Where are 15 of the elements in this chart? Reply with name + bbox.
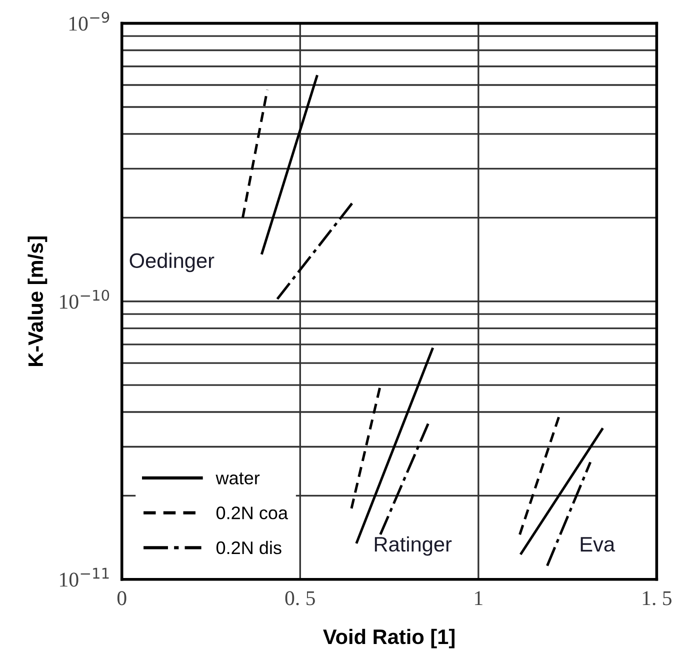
annotation: Ratinger [374, 536, 452, 556]
x-tick-label: 0. 5 [285, 591, 315, 606]
annotation: Eva [580, 537, 616, 552]
legend-label: water [216, 472, 260, 484]
y-tick-label: 10$^{−10}$ [60, 290, 110, 309]
x-tick-label: 0 [117, 591, 126, 606]
x-axis-title: Void Ratio [1] [323, 628, 454, 648]
x-tick-label: 1. 5 [642, 591, 672, 606]
legend-label: 0.2N coa [216, 506, 288, 520]
y-axis-title: K-Value [m/s] [28, 236, 48, 366]
y-tick-label: 10$^{−11}$ [60, 568, 109, 587]
legend-label: 0.2N dis [216, 540, 282, 554]
annotation: Oedinger [130, 252, 214, 272]
y-tick-label: 10$^{−9}$ [69, 12, 110, 31]
x-tick-label: 1 [475, 591, 482, 605]
